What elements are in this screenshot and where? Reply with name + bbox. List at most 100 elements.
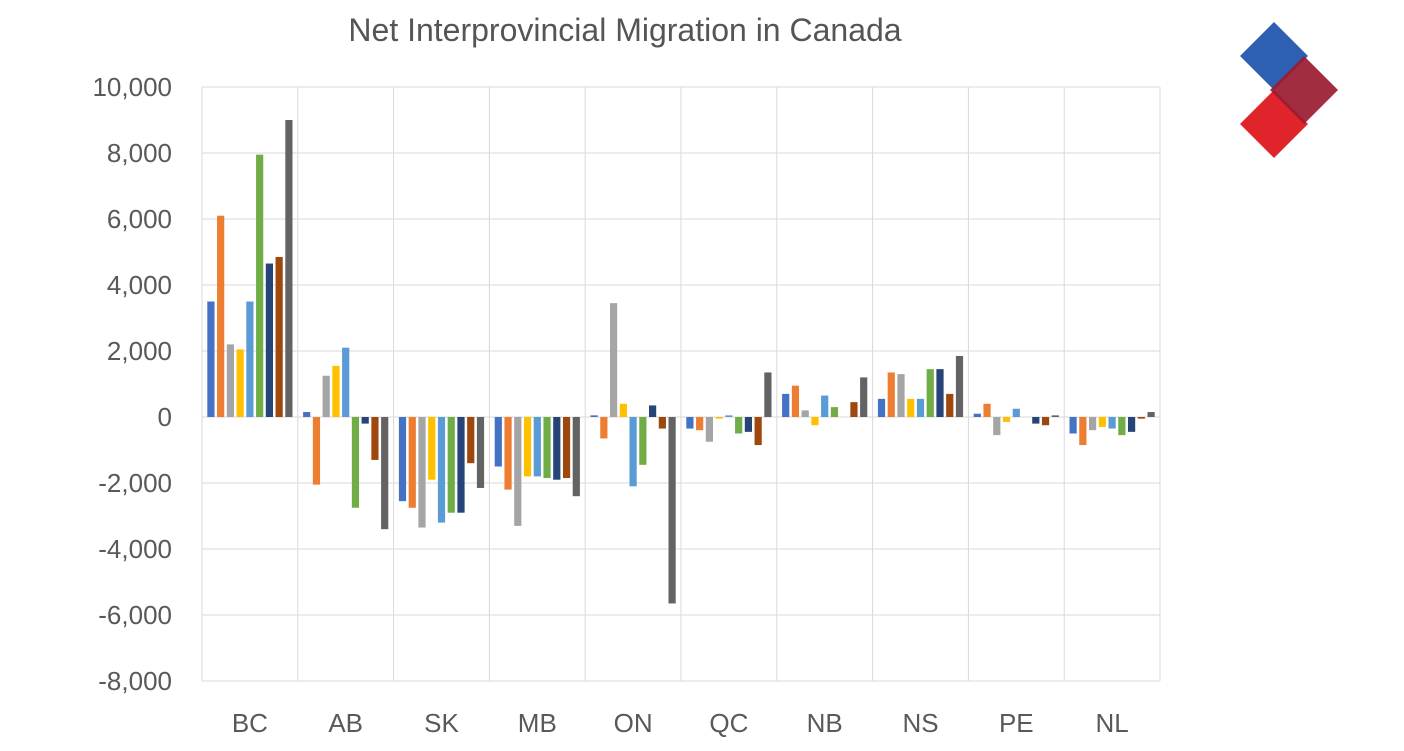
x-tick-label: AB (328, 708, 363, 738)
bar-ns-series-9 (955, 355, 964, 417)
bar-ns-series-3 (897, 374, 905, 417)
bar-qc-series-8 (754, 417, 762, 446)
bar-ab-series-2 (312, 417, 321, 485)
y-axis-tick-labels: 10,000 8,000 6,000 4,000 2,000 0 -2,000 -4,000 -… (92, 72, 172, 696)
x-tick-label: NB (807, 708, 843, 738)
bar-bc-series-5 (246, 301, 254, 417)
bar-on-series-3 (610, 303, 618, 417)
bar-bc-series-9 (285, 120, 293, 417)
bar-pe-series-8 (1041, 417, 1050, 426)
bar-sk-series-4 (428, 417, 436, 480)
bar-qc-series-6 (735, 417, 743, 434)
bar-sk-series-8 (467, 417, 475, 464)
bar-nb-series-3 (801, 410, 809, 417)
bar-pe-series-4 (1002, 417, 1011, 422)
bar-ns-series-2 (887, 372, 895, 417)
bar-mb-series-5 (533, 417, 541, 477)
bar-ab-series-5 (342, 347, 350, 417)
bar-bc-series-3 (226, 344, 234, 417)
bar-nl-series-1 (1069, 417, 1077, 434)
bar-bc-series-8 (275, 256, 283, 417)
bar-on-series-4 (619, 403, 627, 417)
y-tick-label: -8,000 (98, 666, 172, 696)
bar-sk-series-1 (398, 417, 407, 502)
bar-mb-series-2 (504, 417, 512, 490)
bar-mb-series-8 (562, 417, 571, 479)
bar-ab-series-1 (303, 412, 311, 417)
bar-mb-series-3 (514, 417, 522, 526)
bar-pe-series-3 (993, 417, 1001, 436)
x-tick-label: NS (902, 708, 938, 738)
bar-sk-series-2 (408, 417, 416, 508)
bar-nb-series-1 (782, 393, 790, 417)
bar-ns-series-6 (926, 369, 934, 417)
bar-ns-series-1 (877, 398, 886, 417)
bar-nb-series-6 (830, 407, 839, 417)
bar-qc-series-3 (705, 417, 713, 442)
bar-nl-series-2 (1079, 417, 1087, 446)
logo-maroon-diamond (1270, 56, 1338, 124)
bar-sk-series-6 (447, 417, 455, 513)
bar-nb-series-5 (821, 395, 829, 417)
bar-pe-series-9 (1051, 415, 1059, 417)
bar-nl-series-3 (1089, 417, 1097, 431)
bar-on-series-9 (668, 417, 676, 604)
bar-on-series-6 (639, 417, 647, 465)
bar-ab-series-9 (381, 417, 389, 530)
bar-sk-series-3 (418, 417, 426, 528)
bar-nl-series-6 (1118, 417, 1126, 436)
bar-nl-series-7 (1128, 417, 1136, 432)
bar-ns-series-7 (936, 369, 944, 417)
bar-sk-series-9 (476, 417, 485, 488)
bar-mb-series-9 (572, 417, 580, 497)
bar-ab-series-6 (351, 417, 360, 508)
y-tick-label: 0 (158, 402, 172, 432)
x-tick-label: NL (1095, 708, 1128, 738)
x-tick-label: BC (232, 708, 268, 738)
bar-pe-series-1 (973, 413, 981, 417)
bar-bc-series-4 (236, 349, 244, 417)
bars (207, 120, 1155, 604)
x-tick-label: SK (424, 708, 459, 738)
y-tick-label: 10,000 (92, 72, 172, 102)
x-tick-label: QC (709, 708, 748, 738)
bar-ns-series-4 (907, 398, 915, 417)
bar-nl-series-9 (1147, 412, 1155, 417)
y-tick-label: 2,000 (107, 336, 172, 366)
gridlines (201, 86, 1161, 682)
bar-qc-series-1 (686, 417, 694, 429)
y-tick-label: 8,000 (107, 138, 172, 168)
bar-nb-series-2 (791, 385, 800, 417)
y-tick-label: 4,000 (107, 270, 172, 300)
bar-on-series-5 (629, 417, 637, 487)
bar-mb-series-6 (543, 417, 551, 479)
bar-bc-series-6 (256, 154, 264, 417)
x-tick-label: MB (518, 708, 557, 738)
bar-qc-series-5 (725, 415, 733, 417)
bar-ab-series-7 (361, 417, 369, 424)
bar-mb-series-4 (523, 417, 532, 477)
bar-qc-series-7 (744, 417, 752, 432)
bar-on-series-7 (649, 405, 657, 417)
bar-sk-series-7 (457, 417, 465, 513)
bar-nb-series-4 (811, 417, 819, 426)
bar-mb-series-7 (553, 417, 561, 480)
bar-sk-series-5 (437, 417, 446, 523)
x-tick-label: PE (999, 708, 1034, 738)
bar-ab-series-8 (371, 417, 379, 460)
bar-ns-series-5 (916, 398, 925, 417)
bar-on-series-2 (600, 417, 608, 439)
bar-pe-series-2 (983, 403, 991, 417)
bar-bc-series-7 (265, 263, 273, 417)
diamond-logo-icon (1240, 22, 1338, 158)
bar-bc-series-1 (207, 301, 215, 417)
x-axis-tick-labels: BC AB SK MB ON QC NB NS PE NL (232, 708, 1129, 738)
bar-qc-series-9 (764, 372, 772, 417)
y-tick-label: -6,000 (98, 600, 172, 630)
y-tick-label: -4,000 (98, 534, 172, 564)
bar-on-series-8 (658, 417, 666, 429)
bar-ab-series-3 (322, 375, 330, 417)
bar-bc-series-2 (217, 215, 225, 417)
